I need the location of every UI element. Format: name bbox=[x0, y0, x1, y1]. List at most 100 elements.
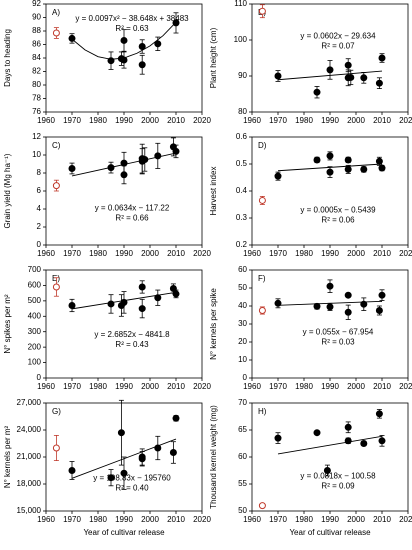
data-point bbox=[172, 414, 180, 422]
y-tick-label: 0.6 bbox=[236, 132, 248, 141]
y-tick-label: 0.3 bbox=[236, 213, 248, 222]
panel-label: G) bbox=[52, 407, 61, 416]
data-point bbox=[258, 307, 266, 314]
y-axis-label: Harvest index bbox=[209, 167, 218, 216]
x-tick-label: 1990 bbox=[115, 382, 133, 391]
x-tick-label: 2010 bbox=[373, 249, 391, 258]
data-point bbox=[313, 302, 321, 310]
data-point bbox=[172, 19, 180, 27]
y-tick-label: 0.5 bbox=[236, 159, 248, 168]
y-tick-label: 55 bbox=[238, 479, 247, 488]
y-tick-label: 20 bbox=[238, 337, 247, 346]
y-tick-label: 90 bbox=[238, 71, 247, 80]
r-squared: R² = 0.09 bbox=[321, 482, 355, 491]
x-tick-label: 2000 bbox=[141, 249, 159, 258]
r-squared: R² = 0.63 bbox=[115, 24, 149, 33]
equation: y = 108.83x − 195760 bbox=[93, 474, 171, 483]
equation: y = 0.0005x − 0.5439 bbox=[300, 206, 376, 215]
data-point bbox=[375, 307, 383, 314]
data-point bbox=[344, 156, 352, 164]
data-point bbox=[344, 437, 352, 445]
y-tick-label: 60 bbox=[238, 452, 247, 461]
y-tick-label: 100 bbox=[234, 35, 248, 44]
x-tick-label: 2010 bbox=[373, 515, 391, 524]
y-axis-label: N° spikes per m² bbox=[3, 294, 12, 354]
y-tick-label: 30 bbox=[238, 319, 247, 328]
x-tick-label: 2010 bbox=[167, 515, 185, 524]
x-tick-label: 2000 bbox=[141, 116, 159, 125]
y-tick-label: 100 bbox=[28, 358, 42, 367]
x-tick-label: 1960 bbox=[37, 249, 55, 258]
data-point bbox=[138, 283, 146, 291]
x-tick-label: 1970 bbox=[269, 249, 287, 258]
data-point bbox=[344, 423, 352, 431]
equation: y = 0.0634x − 117.22 bbox=[95, 203, 170, 212]
data-point bbox=[344, 61, 352, 69]
equation: y = 0.055x − 67.954 bbox=[303, 328, 374, 337]
x-tick-label: 2010 bbox=[373, 116, 391, 125]
x-tick-label: 2010 bbox=[167, 382, 185, 391]
y-tick-label: 10 bbox=[32, 150, 41, 159]
data-point bbox=[326, 66, 334, 74]
y-axis-label: N° kernels per spike bbox=[209, 288, 218, 360]
data-point bbox=[68, 165, 76, 172]
y-tick-label: 50 bbox=[238, 283, 247, 292]
y-tick-label: 78 bbox=[32, 94, 41, 103]
y-tick-label: 24,000 bbox=[17, 425, 42, 434]
x-tick-label: 1990 bbox=[115, 515, 133, 524]
x-tick-label: 1990 bbox=[321, 249, 339, 258]
panel-label: C) bbox=[52, 141, 61, 150]
y-tick-label: 18,000 bbox=[17, 479, 42, 488]
r-squared: R² = 0.66 bbox=[115, 213, 149, 222]
data-point bbox=[138, 43, 146, 51]
data-point bbox=[120, 36, 128, 44]
r-squared: R² = 0.43 bbox=[115, 340, 149, 349]
data-point bbox=[258, 196, 266, 204]
data-point bbox=[274, 72, 282, 80]
data-point bbox=[258, 7, 266, 15]
y-tick-label: 110 bbox=[234, 0, 247, 8]
data-point bbox=[120, 469, 128, 477]
panel-label: A) bbox=[52, 8, 60, 17]
x-tick-label: 1960 bbox=[243, 116, 261, 125]
data-point bbox=[154, 152, 162, 160]
x-tick-label: 2000 bbox=[141, 515, 159, 524]
data-point bbox=[120, 171, 128, 179]
y-tick-label: 60 bbox=[238, 265, 247, 274]
y-tick-label: 76 bbox=[32, 107, 41, 116]
data-point bbox=[172, 290, 180, 298]
x-tick-label: 2000 bbox=[347, 116, 365, 125]
x-axis-label: Year of cultivar release bbox=[83, 528, 165, 537]
r-squared: R² = 0.06 bbox=[321, 216, 355, 225]
data-point bbox=[313, 88, 321, 96]
y-tick-label: 70 bbox=[238, 398, 247, 407]
y-tick-label: 10 bbox=[238, 355, 247, 364]
x-tick-label: 1980 bbox=[89, 515, 107, 524]
data-point bbox=[344, 308, 352, 316]
y-tick-label: 0 bbox=[243, 373, 248, 382]
data-point bbox=[360, 165, 368, 173]
x-tick-label: 1990 bbox=[115, 116, 133, 125]
data-point bbox=[117, 429, 125, 437]
y-tick-label: 8 bbox=[37, 168, 42, 177]
y-tick-label: 82 bbox=[32, 67, 41, 76]
y-tick-label: 90 bbox=[32, 13, 41, 22]
y-tick-label: 600 bbox=[28, 281, 42, 290]
y-tick-label: 0 bbox=[37, 373, 42, 382]
x-tick-label: 1960 bbox=[243, 515, 261, 524]
y-tick-label: 700 bbox=[28, 265, 42, 274]
r-squared: R² = 0.40 bbox=[115, 484, 149, 493]
x-tick-label: 1980 bbox=[295, 515, 313, 524]
equation: y = 2.6852x − 4841.8 bbox=[94, 330, 170, 339]
data-point bbox=[107, 164, 115, 172]
data-point bbox=[138, 455, 146, 463]
y-tick-label: 200 bbox=[28, 342, 42, 351]
data-point bbox=[68, 34, 76, 42]
data-point bbox=[375, 79, 383, 87]
trend-line bbox=[277, 435, 383, 455]
y-tick-label: 84 bbox=[32, 53, 41, 62]
y-tick-label: 80 bbox=[32, 80, 41, 89]
x-tick-label: 1970 bbox=[63, 116, 81, 125]
x-tick-label: 1990 bbox=[321, 382, 339, 391]
y-tick-label: 27,000 bbox=[17, 398, 42, 407]
